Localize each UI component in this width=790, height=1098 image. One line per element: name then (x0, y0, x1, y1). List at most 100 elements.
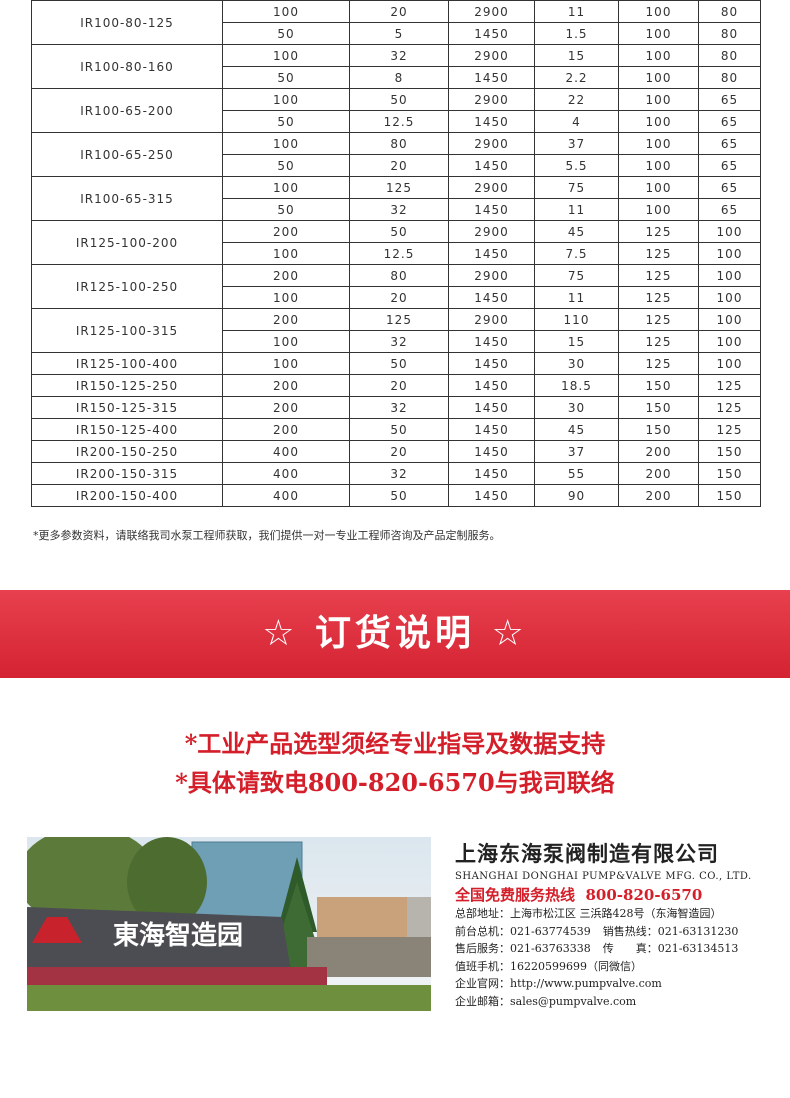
value-cell: 2900 (448, 308, 535, 331)
contact-label: 销售热线： (602, 924, 658, 938)
value-cell: 50 (349, 418, 449, 441)
model-cell: IR200-150-315 (31, 462, 223, 485)
value-cell: 125 (618, 286, 699, 309)
company-english: SHANGHAI DONGHAI PUMP&VALVE MFG. CO., LT… (455, 871, 752, 882)
model-cell: IR100-65-315 (31, 176, 223, 221)
value-cell: 65 (698, 198, 761, 221)
value-cell: 100 (618, 198, 699, 221)
value-cell: 65 (698, 88, 761, 111)
value-cell: 2900 (448, 264, 535, 287)
value-cell: 20 (349, 286, 449, 309)
value-cell: 20 (349, 374, 449, 397)
contact-value: 16220599699（同微信） (510, 959, 642, 973)
value-cell: 50 (349, 484, 449, 507)
table-row: 50 32 1450 11 100 65 (32, 198, 761, 221)
table-row: IR125-100-250 200 80 2900 75 125 100 (31, 264, 761, 309)
value-cell: 11 (534, 286, 619, 309)
value-cell: 100 (698, 264, 761, 287)
contact-line: 企业邮箱：sales@pumpvalve.com (455, 993, 752, 1011)
contact-label: 传 真： (602, 942, 658, 956)
value-cell: 100 (618, 110, 699, 133)
contact-label: 售后服务： (455, 942, 510, 956)
value-cell: 1450 (448, 330, 535, 353)
value-cell: 2900 (448, 0, 535, 23)
contact-line: 总部地址：上海市松江区 三浜路428号（东海智造园） (455, 905, 752, 923)
value-cell: 8 (349, 66, 449, 89)
value-cell: 2900 (448, 88, 535, 111)
contact-value: sales@pumpvalve.com (510, 994, 637, 1008)
value-cell: 1.5 (534, 22, 619, 45)
contact-value: 021-63774539 (510, 924, 591, 938)
value-cell: 150 (698, 484, 761, 507)
value-cell: 200 (222, 374, 350, 397)
sign-text: 東海智造园 (113, 921, 243, 951)
value-cell: 100 (222, 352, 350, 375)
value-cell: 200 (618, 484, 699, 507)
value-cell: 50 (222, 154, 350, 177)
value-cell: 80 (698, 0, 761, 23)
value-cell: 75 (534, 176, 619, 199)
value-cell: 150 (698, 462, 761, 485)
model-cell: IR100-80-125 (31, 0, 223, 45)
table-row: 100 12.5 1450 7.5 125 100 (32, 242, 761, 265)
value-cell: 1450 (448, 418, 535, 441)
value-cell: 125 (618, 242, 699, 265)
model-cell: IR125-100-315 (31, 308, 223, 353)
value-cell: 100 (618, 154, 699, 177)
value-cell: 100 (698, 330, 761, 353)
table-row: IR150-125-400 200 50 1450 45 150 125 (31, 418, 761, 441)
contact-label: 企业官网： (455, 977, 510, 991)
contact-line: 售后服务：021-63763338 传 真：021-63134513 (455, 940, 752, 958)
value-cell: 200 (222, 396, 350, 419)
model-cell: IR200-150-400 (31, 484, 223, 507)
value-cell: 1450 (448, 352, 535, 375)
contact-line: 企业官网：http://www.pumpvalve.com (455, 975, 752, 993)
value-cell: 100 (222, 132, 350, 155)
value-cell: 125 (349, 176, 449, 199)
value-cell: 20 (349, 0, 449, 23)
value-cell: 18.5 (534, 374, 619, 397)
table-row: IR100-65-315 100 125 2900 75 100 65 (31, 176, 761, 221)
value-cell: 100 (698, 286, 761, 309)
value-cell: 100 (698, 352, 761, 375)
value-cell: 1450 (448, 396, 535, 419)
contact-value: 021-63131230 (657, 924, 739, 938)
value-cell: 100 (222, 286, 350, 309)
value-cell: 100 (618, 66, 699, 89)
value-cell: 12.5 (349, 110, 449, 133)
company-name: 上海东海泵阀制造有限公司 (455, 842, 719, 866)
value-cell: 110 (534, 308, 619, 331)
value-cell: 150 (618, 396, 699, 419)
value-cell: 125 (618, 330, 699, 353)
model-cell: IR150-125-315 (31, 396, 223, 419)
value-cell: 200 (222, 264, 350, 287)
contact-value: 021-63134513 (657, 942, 739, 956)
contact-line: 值班手机：16220599699（同微信） (455, 958, 752, 976)
value-cell: 1450 (448, 154, 535, 177)
value-cell: 100 (618, 176, 699, 199)
model-cell: IR150-125-400 (31, 418, 223, 441)
value-cell: 80 (349, 264, 449, 287)
value-cell: 80 (349, 132, 449, 155)
table-row: IR150-125-250 200 20 1450 18.5 150 125 (31, 374, 761, 397)
value-cell: 75 (534, 264, 619, 287)
contact-value: 021-63763338 (510, 942, 591, 956)
contact-label: 前台总机： (455, 924, 510, 938)
table-row: 50 12.5 1450 4 100 65 (32, 110, 761, 133)
value-cell: 100 (698, 242, 761, 265)
value-cell: 50 (222, 110, 350, 133)
table-row: IR150-125-315 200 32 1450 30 150 125 (31, 396, 761, 419)
table-row: IR100-65-250 100 80 2900 37 100 65 (31, 132, 761, 177)
value-cell: 45 (534, 220, 619, 243)
value-cell: 80 (698, 66, 761, 89)
value-cell: 400 (222, 440, 350, 463)
value-cell: 125 (698, 396, 761, 419)
value-cell: 30 (534, 396, 619, 419)
value-cell: 1450 (448, 110, 535, 133)
model-cell: IR125-100-250 (31, 264, 223, 309)
value-cell: 2900 (448, 220, 535, 243)
value-cell: 11 (534, 0, 619, 23)
hotline-label: 全国免费服务热线 (455, 886, 576, 904)
value-cell: 50 (349, 88, 449, 111)
